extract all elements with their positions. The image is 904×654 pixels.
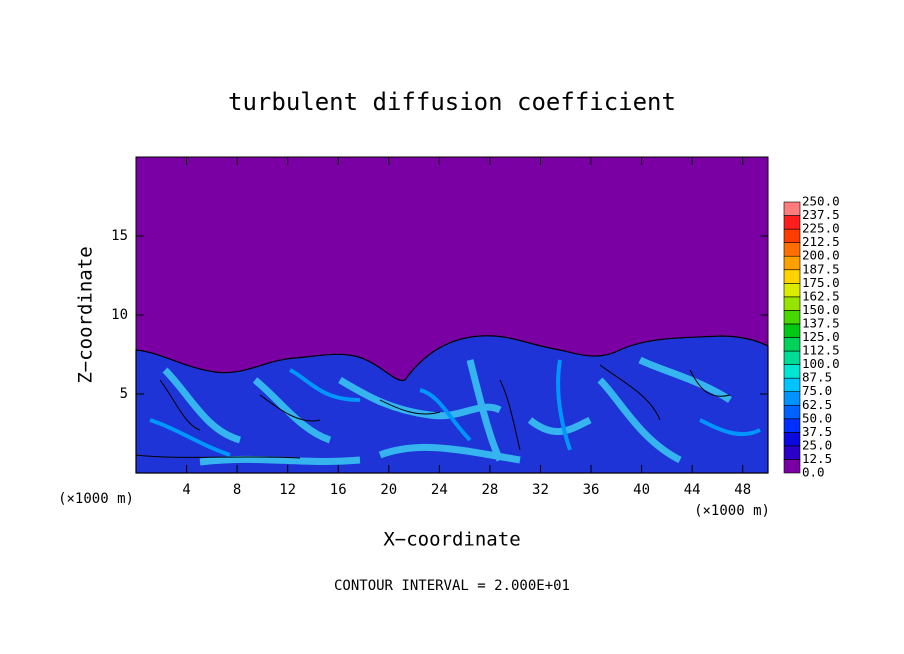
contour-field <box>135 157 769 474</box>
colorbar-label: 187.5 <box>802 261 840 276</box>
colorbar-box <box>783 391 801 406</box>
x-tick-label: 36 <box>583 482 600 498</box>
x-tick-label: 44 <box>684 482 701 498</box>
axis-unit-label: (×1000 m) <box>58 491 134 507</box>
colorbar-label: 125.0 <box>802 329 840 344</box>
colorbar-label: 237.5 <box>802 207 840 222</box>
colorbar-box <box>783 228 801 243</box>
x-tick-label: 48 <box>734 482 751 498</box>
colorbar-box <box>783 364 801 379</box>
colorbar-box <box>783 323 801 338</box>
colorbar-label: 200.0 <box>802 248 840 263</box>
x-tick-label: 16 <box>330 482 347 498</box>
colorbar-box <box>783 255 801 271</box>
colorbar-label: 212.5 <box>802 234 840 249</box>
x-tick-label: 4 <box>182 482 190 498</box>
y-axis-label: Z−coordinate <box>75 246 97 383</box>
x-tick-label: 28 <box>481 482 498 498</box>
field-contour <box>135 364 731 459</box>
colorbar-label: 250.0 <box>802 194 840 209</box>
chart-title: turbulent diffusion coefficient <box>228 88 676 116</box>
colorbar-box <box>783 337 801 352</box>
colorbar-label: 112.5 <box>802 343 840 358</box>
colorbar-label: 0.0 <box>802 465 825 480</box>
colorbar-box <box>783 377 801 392</box>
x-tick-label: 40 <box>633 482 650 498</box>
colorbar-label: 175.0 <box>802 275 840 290</box>
colorbar-label: 87.5 <box>802 370 832 385</box>
colorbar-box <box>783 215 801 230</box>
colorbar-label: 37.5 <box>802 424 832 439</box>
x-tick-label: 24 <box>431 482 448 498</box>
colorbar-label: 75.0 <box>802 383 832 398</box>
axis-unit-label: (×1000 m) <box>694 503 770 519</box>
colorbar-box <box>783 310 801 325</box>
y-tick-label: 15 <box>111 228 128 244</box>
colorbar-label: 25.0 <box>802 437 832 452</box>
x-tick-label: 32 <box>532 482 549 498</box>
colorbar-label: 150.0 <box>802 302 840 317</box>
colorbar-box <box>783 404 801 420</box>
colorbar-box <box>783 269 801 284</box>
colorbar-box <box>783 418 801 433</box>
colorbar-box <box>783 242 801 257</box>
colorbar-label: 225.0 <box>802 221 840 236</box>
colorbar-label: 50.0 <box>802 410 832 425</box>
field-streak <box>162 356 732 466</box>
colorbar-box <box>783 459 801 474</box>
colorbar-label: 62.5 <box>802 397 832 412</box>
colorbar-label: 12.5 <box>802 451 832 466</box>
colorbar-box <box>783 350 801 365</box>
field-streak <box>149 359 761 457</box>
colorbar-label: 137.5 <box>802 315 840 330</box>
footer-note: CONTOUR INTERVAL = 2.000E+01 <box>334 578 570 594</box>
y-tick-label: 10 <box>111 307 128 323</box>
colorbar-label: 100.0 <box>802 356 840 371</box>
colorbar-label: 162.5 <box>802 288 840 303</box>
colorbar-box <box>783 432 801 447</box>
x-tick-label: 8 <box>233 482 241 498</box>
colorbar-box <box>783 201 801 216</box>
colorbar-box <box>783 445 801 460</box>
y-tick-label: 5 <box>120 386 128 402</box>
x-tick-label: 20 <box>380 482 397 498</box>
x-axis-label: X−coordinate <box>383 529 520 551</box>
colorbar-box <box>783 282 801 298</box>
x-tick-label: 12 <box>279 482 296 498</box>
colorbar-box <box>783 296 801 311</box>
